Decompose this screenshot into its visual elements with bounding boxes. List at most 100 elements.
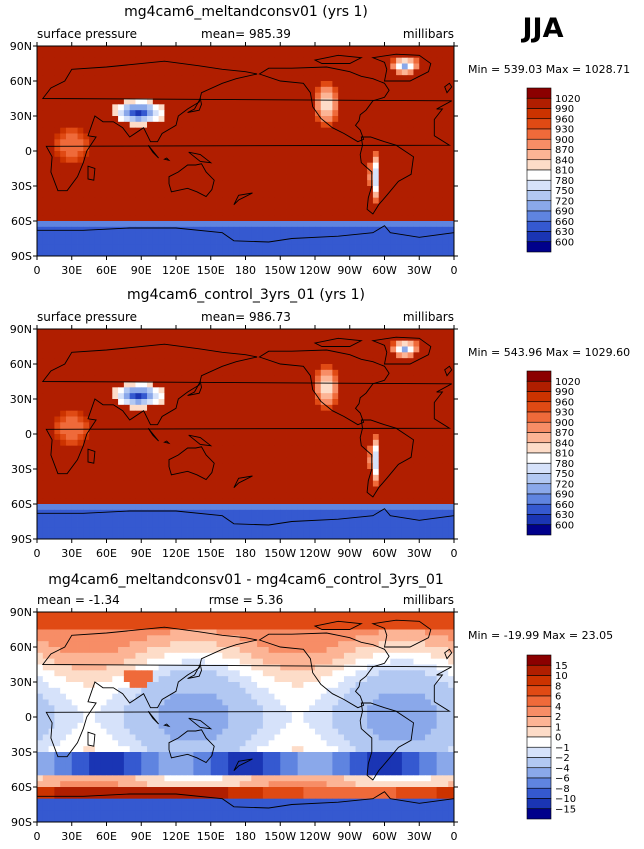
heatmap-cell xyxy=(413,133,420,140)
heatmap-cell xyxy=(349,410,356,417)
heatmap-cell xyxy=(193,221,200,228)
heatmap-cell xyxy=(83,203,90,210)
heatmap-cell xyxy=(448,86,455,94)
heatmap-cell xyxy=(245,486,252,493)
heatmap-cell xyxy=(181,151,188,158)
heatmap-cell xyxy=(413,375,420,382)
heatmap-cell xyxy=(309,232,316,239)
heatmap-cell xyxy=(401,346,409,353)
heatmap-cell xyxy=(54,98,61,105)
heatmap-cell xyxy=(118,334,125,342)
heatmap-cell xyxy=(268,139,275,146)
heatmap-cell xyxy=(413,369,420,377)
heatmap-cell xyxy=(123,162,131,169)
heatmap-cell xyxy=(372,51,380,59)
heatmap-cell xyxy=(361,375,368,382)
heatmap-cell xyxy=(77,92,84,99)
heatmap-cell xyxy=(181,191,188,199)
heatmap-cell xyxy=(222,110,229,117)
heatmap-cell xyxy=(48,110,55,117)
heatmap-cell xyxy=(286,393,293,400)
colorbar-box xyxy=(526,159,552,171)
heatmap-cell xyxy=(152,457,160,464)
heatmap-cell xyxy=(286,121,293,129)
heatmap-cell xyxy=(135,46,142,53)
heatmap-cell xyxy=(396,334,403,342)
heatmap-cell xyxy=(48,145,55,152)
heatmap-cell xyxy=(233,422,241,429)
heatmap-cell xyxy=(89,439,96,447)
heatmap-cell xyxy=(372,121,380,129)
heatmap-cell xyxy=(378,209,385,216)
heatmap-cell xyxy=(222,203,229,210)
heatmap-cell xyxy=(355,116,362,123)
heatmap-cell xyxy=(204,387,212,394)
heatmap-cell xyxy=(407,399,414,406)
heatmap-cell xyxy=(268,416,275,423)
heatmap-cell xyxy=(123,63,131,70)
heatmap-cell xyxy=(222,329,229,336)
heatmap-cell xyxy=(204,358,212,365)
heatmap-cell xyxy=(390,463,397,470)
heatmap-cell xyxy=(268,250,275,257)
heatmap-cell xyxy=(315,399,322,406)
heatmap-cell xyxy=(65,133,73,140)
heatmap-cell xyxy=(123,203,131,210)
heatmap-cell xyxy=(396,63,403,70)
heatmap-cell xyxy=(83,504,90,511)
heatmap-cell xyxy=(123,98,131,105)
heatmap-cell xyxy=(355,92,362,99)
heatmap-cell xyxy=(262,346,270,353)
heatmap-cell xyxy=(430,504,438,511)
heatmap-cell xyxy=(401,410,409,417)
heatmap-cell xyxy=(181,334,188,342)
heatmap-cell xyxy=(367,186,374,193)
heatmap-cell xyxy=(425,329,432,336)
heatmap-cell xyxy=(349,75,356,82)
heatmap-cell xyxy=(291,186,299,193)
heatmap-cell xyxy=(147,393,154,400)
heatmap-cell xyxy=(407,121,414,129)
heatmap-cell xyxy=(181,463,188,470)
heatmap-cell xyxy=(65,504,73,511)
heatmap-cell xyxy=(135,334,142,342)
heatmap-cell xyxy=(355,364,362,371)
heatmap-cell xyxy=(378,250,385,257)
heatmap-cell xyxy=(309,504,316,511)
heatmap-cell xyxy=(164,393,171,400)
heatmap-cell xyxy=(106,215,113,222)
heatmap-cell xyxy=(280,381,287,388)
heatmap-cell xyxy=(343,180,351,187)
heatmap-cell xyxy=(262,393,270,400)
heatmap-cell xyxy=(129,226,136,234)
heatmap-cell xyxy=(199,416,206,423)
heatmap-cell xyxy=(141,334,148,342)
heatmap-cell xyxy=(199,399,206,406)
heatmap-cell xyxy=(262,457,270,464)
heatmap-cell xyxy=(268,209,275,216)
heatmap-cell xyxy=(349,457,356,464)
heatmap-cell xyxy=(245,221,252,228)
x-tick-label: 90E xyxy=(131,264,152,277)
heatmap-cell xyxy=(367,156,374,164)
heatmap-cell xyxy=(152,381,160,388)
heatmap-cell xyxy=(251,121,258,129)
heatmap-cell xyxy=(65,480,73,487)
heatmap-cell xyxy=(65,238,73,245)
heatmap-cell xyxy=(193,416,200,423)
heatmap-cell xyxy=(228,104,235,111)
heatmap-cell xyxy=(239,393,246,400)
heatmap-cell xyxy=(94,404,102,412)
heatmap-cell xyxy=(361,358,368,365)
heatmap-cell xyxy=(239,127,246,134)
heatmap-cell xyxy=(60,469,67,476)
heatmap-cell xyxy=(315,151,322,158)
heatmap-cell xyxy=(332,116,339,123)
heatmap-cell xyxy=(100,151,107,158)
heatmap-cell xyxy=(118,81,125,88)
heatmap-cell xyxy=(239,226,246,234)
heatmap-cell xyxy=(430,221,438,228)
heatmap-cell xyxy=(448,197,455,204)
heatmap-cell xyxy=(100,121,107,129)
heatmap-cell xyxy=(129,116,136,123)
